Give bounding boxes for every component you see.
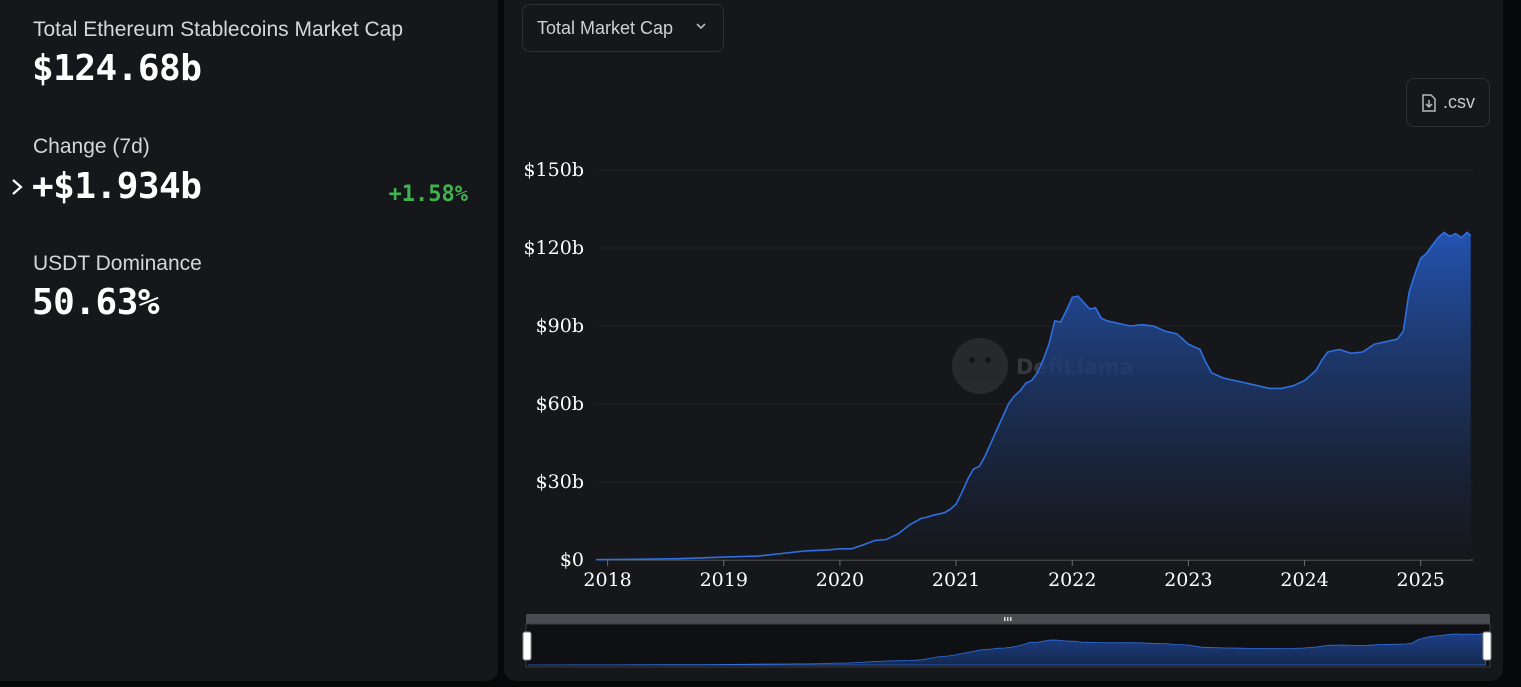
chevron-right-icon[interactable] xyxy=(10,177,24,197)
y-axis: $0 $30b $60b $90b $120b $150b xyxy=(523,159,584,571)
stats-panel: Total Ethereum Stablecoins Market Cap $1… xyxy=(0,0,498,681)
x-tick-label: 2023 xyxy=(1164,569,1212,591)
chart-panel: Total Market Cap .csv $0 $30b $60b $90b $120… xyxy=(504,0,1503,681)
range-navigator[interactable] xyxy=(522,614,1492,668)
x-tick-label: 2019 xyxy=(700,569,748,591)
x-tick-label: 2022 xyxy=(1048,569,1096,591)
y-tick-label: $30b xyxy=(536,471,584,493)
dominance-value: 50.63% xyxy=(32,282,160,323)
x-tick-label: 2021 xyxy=(932,569,980,591)
change-label: Change (7d) xyxy=(33,135,150,158)
navigator-area xyxy=(528,633,1486,666)
x-tick-label: 2025 xyxy=(1397,569,1445,591)
y-tick-label: $60b xyxy=(536,393,584,415)
y-tick-label: $0 xyxy=(560,549,584,571)
market-cap-label: Total Ethereum Stablecoins Market Cap xyxy=(33,18,404,41)
area-fill xyxy=(596,232,1471,560)
x-tick-label: 2024 xyxy=(1280,569,1328,591)
market-cap-chart: $0 $30b $60b $90b $120b $150b 2018 2019 2020 202… xyxy=(522,159,1492,668)
navigator-grip-icon xyxy=(1004,617,1012,621)
csv-download-button[interactable]: .csv xyxy=(1406,78,1490,127)
change-value: +$1.934b xyxy=(32,166,202,207)
dominance-label: USDT Dominance xyxy=(33,252,202,275)
download-file-icon xyxy=(1422,93,1436,112)
navigator-right-handle[interactable] xyxy=(1482,631,1492,661)
x-tick-label: 2020 xyxy=(816,569,864,591)
change-percent-badge: +1.58% xyxy=(388,182,468,207)
csv-label: .csv xyxy=(1442,92,1475,112)
chevron-down-icon xyxy=(696,23,706,30)
x-axis: 2018 2019 2020 2021 2022 2023 2024 2025 xyxy=(583,560,1445,591)
market-cap-value: $124.68b xyxy=(32,48,202,89)
y-tick-label: $90b xyxy=(536,315,584,337)
market-cap-line xyxy=(595,231,1472,561)
y-tick-label: $150b xyxy=(523,159,584,181)
metric-dropdown-label: Total Market Cap xyxy=(537,17,674,38)
y-tick-label: $120b xyxy=(523,237,584,259)
x-tick-label: 2018 xyxy=(583,569,631,591)
navigator-left-handle[interactable] xyxy=(522,631,532,661)
metric-dropdown[interactable]: Total Market Cap xyxy=(522,4,724,52)
